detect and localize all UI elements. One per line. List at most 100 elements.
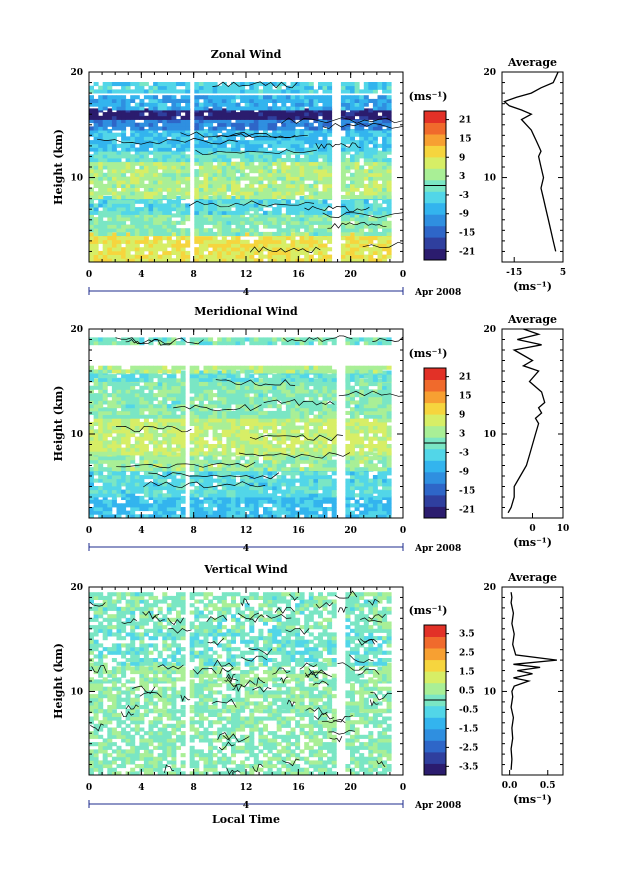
zonal-cell (354, 129, 360, 134)
meridional-cell (203, 451, 209, 456)
zonal-cell (350, 187, 355, 192)
zonal-cell (143, 220, 149, 225)
meridional-cell (327, 475, 333, 480)
zonal-cell (276, 172, 282, 177)
meridional-cell (176, 478, 181, 483)
zonal-cell (107, 140, 113, 145)
zonal-cell (299, 180, 305, 185)
zonal-cell (382, 147, 388, 152)
zonal-cell (263, 172, 268, 177)
zonal-cell (121, 106, 127, 111)
meridional-cell (281, 440, 287, 445)
zonal-cell (322, 112, 328, 117)
zonal-cell (244, 199, 250, 204)
meridional-cell (368, 407, 374, 412)
zonal-cell (134, 122, 140, 127)
zonal-cell (249, 247, 255, 252)
zonal-cell (93, 89, 99, 94)
zonal-average-title: Average (507, 56, 557, 69)
meridional-cell (331, 499, 337, 504)
zonal-cell (121, 258, 127, 263)
meridional-cell (134, 425, 140, 430)
zonal-cell (130, 147, 136, 152)
zonal-cell (304, 158, 310, 163)
meridional-cell (359, 495, 365, 500)
meridional-cell (153, 410, 159, 415)
zonal-cell (386, 180, 392, 185)
meridional-cell (171, 467, 177, 472)
meridional-cell (176, 514, 181, 519)
zonal-cell (318, 210, 323, 215)
zonal-cell (382, 102, 388, 107)
zonal-cell (308, 195, 314, 200)
meridional-cell (226, 429, 232, 434)
zonal-cell (102, 143, 108, 148)
zonal-cell (153, 239, 159, 244)
zonal-cell (162, 183, 168, 188)
meridional-cell (134, 444, 140, 449)
meridional-cell (304, 514, 310, 519)
zonal-cell (263, 236, 268, 241)
zonal-cell (327, 203, 333, 208)
zonal-cell (176, 119, 181, 124)
meridional-cell (134, 414, 140, 419)
zonal-cell (318, 247, 323, 252)
zonal-cell (125, 154, 131, 159)
meridional-cell (249, 447, 255, 452)
zonal-cell (180, 172, 186, 177)
zonal-cell (157, 85, 163, 90)
meridional-cell (372, 482, 378, 487)
meridional-cell (258, 471, 264, 476)
zonal-cell (198, 102, 204, 107)
meridional-cell (295, 433, 301, 438)
zonal-cell (217, 243, 223, 248)
zonal-cell (340, 210, 346, 215)
meridional-cell (386, 493, 392, 498)
zonal-cell (221, 108, 227, 113)
meridional-cell (345, 456, 351, 461)
zonal-cell (313, 98, 319, 103)
zonal-cell (372, 136, 378, 141)
zonal-cell (368, 147, 374, 152)
zonal-cell (212, 108, 218, 113)
zonal-cell (386, 243, 392, 248)
meridional-cell (176, 486, 181, 491)
zonal-cell (203, 187, 209, 192)
meridional-cell (276, 418, 282, 423)
zonal-cell (221, 195, 227, 200)
zonal-cell (176, 126, 181, 131)
zonal-cell (176, 203, 181, 208)
meridional-cell (180, 463, 186, 468)
zonal-cell (253, 102, 259, 107)
meridional-cell (235, 418, 241, 423)
meridional-cell (377, 414, 383, 419)
meridional-cell (98, 414, 104, 419)
zonal-cell (377, 254, 383, 259)
zonal-cell (217, 89, 223, 94)
meridional-cell (363, 418, 369, 423)
meridional-cell (139, 514, 145, 519)
zonal-cell (377, 187, 383, 192)
meridional-cell (98, 510, 104, 515)
meridional-cell (111, 456, 117, 461)
zonal-cell (318, 129, 323, 134)
meridional-cell (180, 418, 186, 423)
zonal-cell (171, 126, 177, 131)
zonal-cell (350, 132, 355, 137)
meridional-cell (121, 482, 127, 487)
zonal-cell (359, 172, 365, 177)
zonal-cell (377, 220, 383, 225)
zonal-cell (194, 228, 200, 233)
zonal-cell (313, 165, 319, 170)
zonal-cell (143, 236, 149, 241)
zonal-cell (148, 195, 154, 200)
zonal-cell (359, 217, 365, 222)
meridional-cell (98, 475, 104, 480)
meridional-cell (153, 407, 159, 412)
zonal-cell (318, 243, 323, 248)
meridional-cell (386, 429, 392, 434)
zonal-cell (111, 106, 117, 111)
zonal-cell (221, 247, 227, 252)
zonal-cell (176, 258, 181, 263)
meridional-cell (345, 495, 351, 500)
